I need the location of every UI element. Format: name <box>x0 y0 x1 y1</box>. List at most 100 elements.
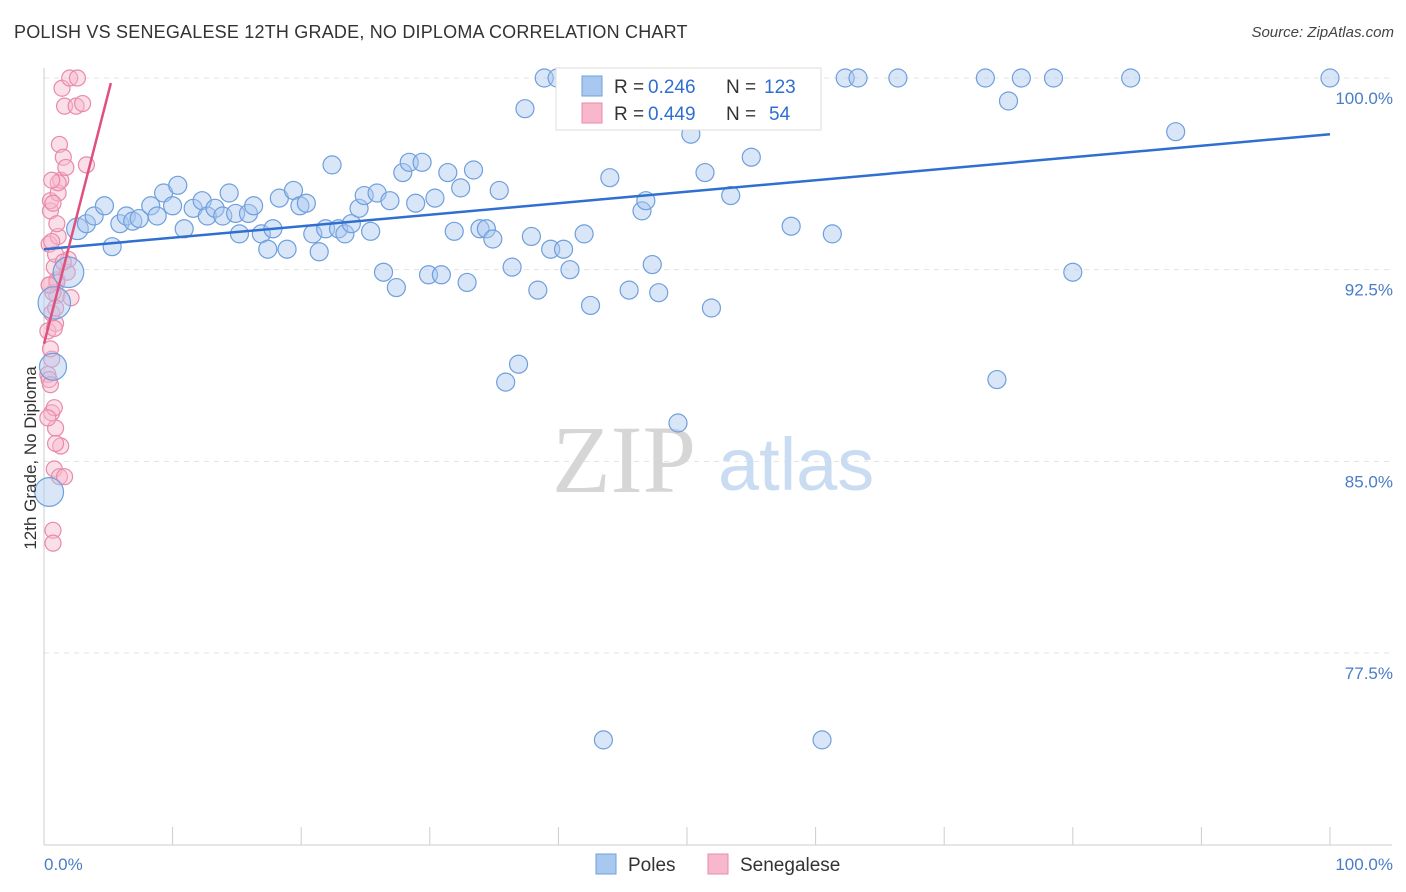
point-poles-8 <box>102 237 122 257</box>
point-poles-53 <box>406 193 426 213</box>
point-poles-90 <box>642 254 662 275</box>
point-senegalese-53 <box>55 468 74 486</box>
point-poles-22 <box>205 198 225 218</box>
point-senegalese-37 <box>50 468 69 486</box>
point-poles-115 <box>975 68 995 88</box>
legend-r-label-poles: R = <box>614 77 644 98</box>
point-poles-68 <box>502 257 522 277</box>
point-poles-77 <box>560 260 580 280</box>
bottom-legend-label-poles: Poles <box>628 855 676 876</box>
point-poles-83 <box>600 168 620 188</box>
point-poles-65 <box>483 229 503 249</box>
point-senegalese-11 <box>45 399 63 417</box>
point-poles-86 <box>619 280 639 300</box>
point-poles-66 <box>489 180 509 201</box>
point-poles-118 <box>1011 68 1031 88</box>
y-tick-label-2: 92.5% <box>1345 281 1393 300</box>
point-poles-14 <box>147 206 167 226</box>
point-poles-109 <box>781 216 801 236</box>
y-tick-label-1: 85.0% <box>1345 472 1393 491</box>
legend-n-label-senegalese: N = <box>726 104 756 125</box>
point-poles-102 <box>721 185 741 206</box>
point-poles-24 <box>219 183 239 203</box>
point-poles-72 <box>528 280 548 300</box>
point-poles-42 <box>335 224 355 244</box>
point-poles-38 <box>309 242 329 262</box>
x-tick-label-100: 100.0% <box>1335 855 1393 874</box>
source-label: Source: ZipAtlas.com <box>1251 24 1394 41</box>
point-poles-117 <box>998 91 1019 111</box>
point-poles-114 <box>888 68 908 88</box>
point-poles-98 <box>695 162 715 183</box>
axes <box>43 68 1392 846</box>
point-senegalese-28 <box>39 409 57 427</box>
point-poles-61 <box>457 272 477 293</box>
point-poles-49 <box>380 191 400 211</box>
point-poles-91 <box>649 283 669 303</box>
point-senegalese-40 <box>44 194 62 212</box>
point-senegalese-8 <box>44 521 62 539</box>
point-senegalese-41 <box>45 319 63 338</box>
legend-r-label-senegalese: R = <box>614 104 644 125</box>
y-tick-label-3: 100.0% <box>1335 89 1393 108</box>
point-poles-17 <box>168 175 188 195</box>
point-poles-121 <box>1121 68 1141 88</box>
point-poles-122 <box>1166 122 1186 142</box>
point-poles-123 <box>1320 68 1340 88</box>
y-tick-label-0: 77.5% <box>1345 664 1393 683</box>
point-poles-54 <box>412 152 432 172</box>
point-poles-21 <box>197 206 217 226</box>
point-poles-60 <box>451 178 471 198</box>
trend-line-senegalese <box>42 82 113 345</box>
x-tick-label-0: 0.0% <box>44 855 83 874</box>
point-poles-28 <box>244 196 264 216</box>
point-poles-64 <box>476 219 496 239</box>
point-poles-99 <box>701 298 722 318</box>
point-poles-58 <box>438 162 458 183</box>
point-poles-5 <box>76 214 97 234</box>
point-poles-79 <box>574 224 594 244</box>
point-poles-120 <box>1063 262 1083 282</box>
legend-r-value-senegalese: 0.449 <box>648 104 696 125</box>
point-senegalese-19 <box>52 171 70 189</box>
point-poles-116 <box>987 369 1007 390</box>
point-senegalese-35 <box>48 215 66 233</box>
legend-swatch-poles <box>581 75 603 97</box>
grid-lines <box>44 77 1390 654</box>
point-senegalese-23 <box>57 158 75 177</box>
point-poles-1 <box>38 352 68 381</box>
point-poles-88 <box>632 201 652 221</box>
bottom-legend-label-senegalese: Senegalese <box>740 855 840 876</box>
legend: R = 0.246 N = 123 R = 0.449 N = 54 <box>555 67 822 131</box>
point-senegalese-52 <box>46 434 65 453</box>
legend-r-value-poles: 0.246 <box>648 77 696 98</box>
point-senegalese-48 <box>73 94 92 113</box>
point-poles-82 <box>593 730 614 750</box>
point-poles-13 <box>141 196 161 216</box>
point-poles-44 <box>349 198 369 218</box>
legend-n-value-poles: 123 <box>764 77 796 98</box>
bottom-legend-swatch-senegalese <box>707 853 729 875</box>
legend-n-label-poles: N = <box>726 77 756 98</box>
point-poles-105 <box>741 147 761 167</box>
point-poles-113 <box>848 68 868 88</box>
point-senegalese-21 <box>54 148 72 166</box>
point-poles-69 <box>508 354 529 374</box>
point-poles-76 <box>553 239 574 259</box>
y-tick-labels: 77.5% 85.0% 92.5% 100.0% <box>1335 89 1393 683</box>
point-poles-51 <box>393 162 413 183</box>
point-poles-94 <box>668 413 688 433</box>
point-poles-30 <box>258 239 278 259</box>
bottom-legend: Poles Senegalese <box>595 853 840 876</box>
point-poles-59 <box>444 221 464 241</box>
point-poles-50 <box>386 277 406 298</box>
point-poles-110 <box>812 730 832 750</box>
series-senegalese-points <box>39 69 96 552</box>
point-poles-46 <box>361 221 381 241</box>
point-poles-70 <box>515 99 535 119</box>
point-poles-33 <box>277 239 297 259</box>
point-poles-0 <box>34 477 65 508</box>
bottom-legend-swatch-poles <box>595 853 617 875</box>
point-poles-80 <box>580 295 601 316</box>
